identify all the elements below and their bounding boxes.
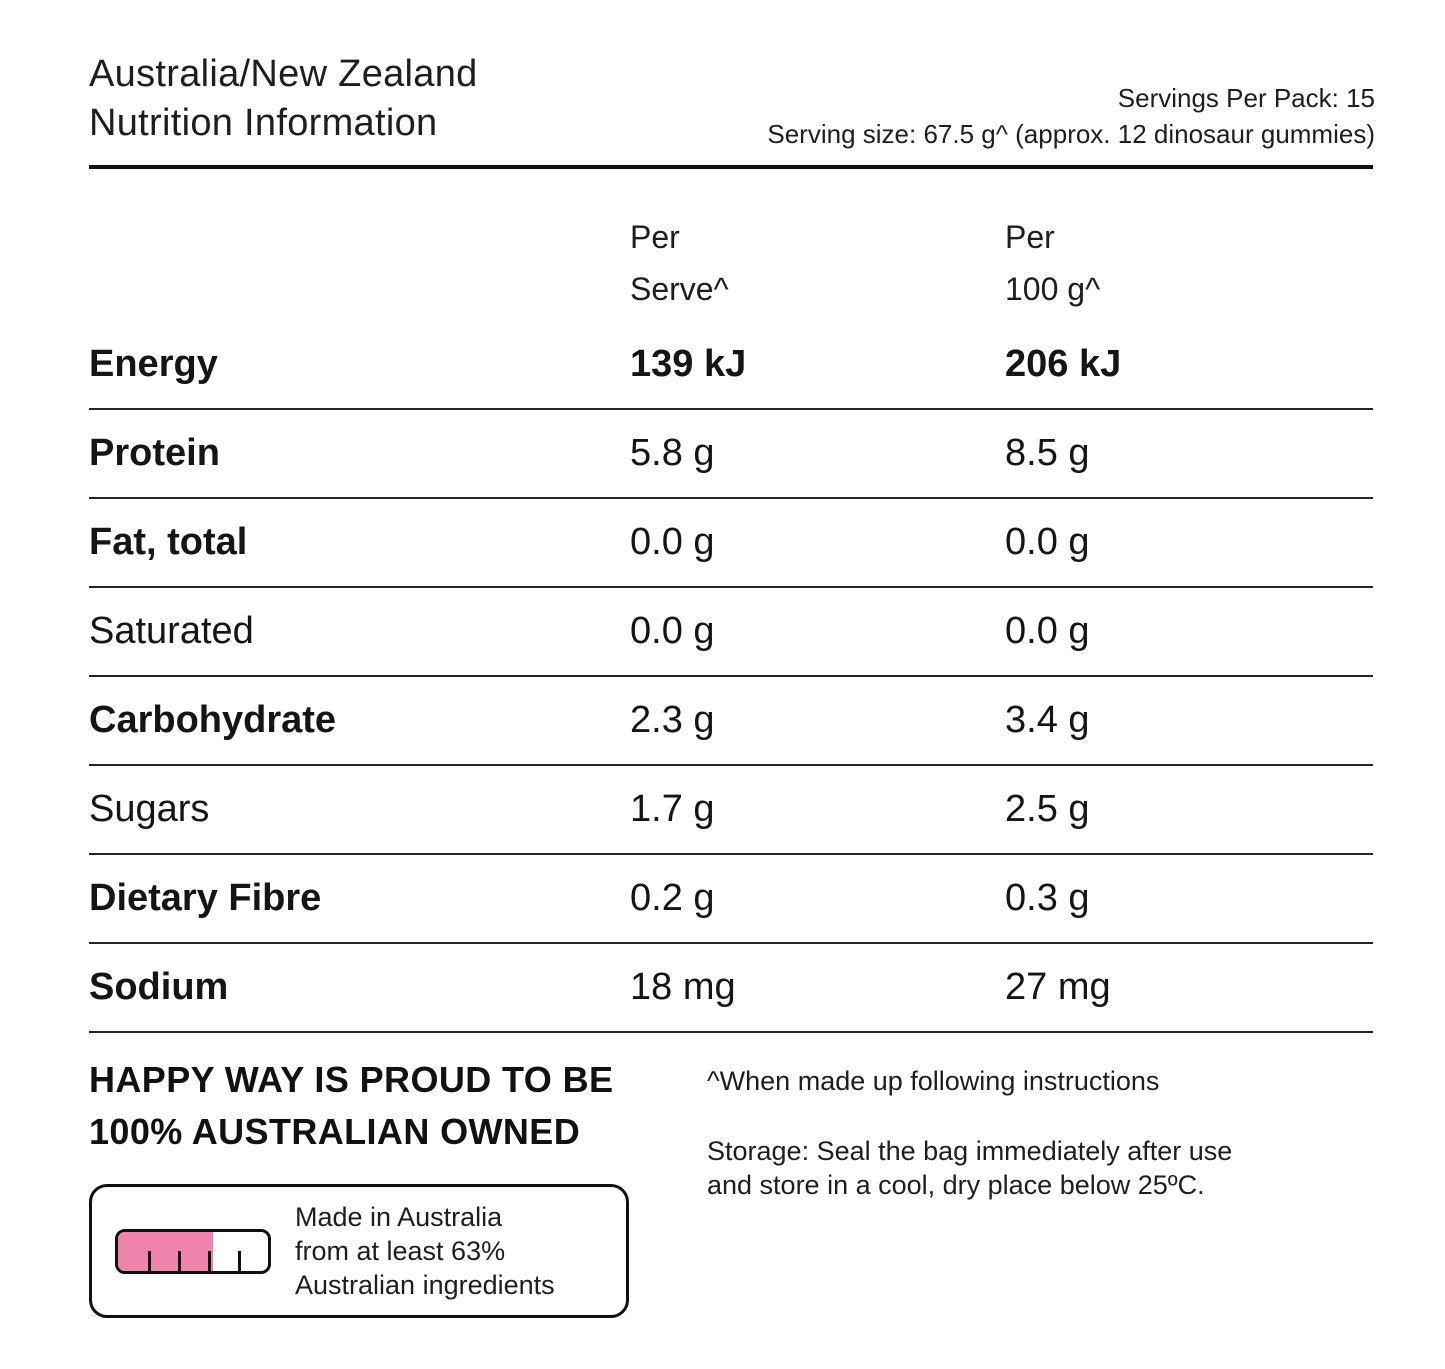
australian-owned-heading: HAPPY WAY IS PROUD TO BE 100% AUSTRALIAN… — [89, 1054, 613, 1158]
row-label: Dietary Fibre — [89, 877, 322, 919]
tick-icon — [148, 1250, 151, 1271]
row-value-per-serve: 1.7 g — [630, 788, 715, 830]
row-value-per-100g: 27 mg — [1005, 966, 1111, 1008]
row-label: Carbohydrate — [89, 699, 337, 741]
row-value-per-100g: 0.0 g — [1005, 521, 1090, 563]
row-value-per-100g: 0.0 g — [1005, 610, 1090, 652]
storage-line-1: Storage: Seal the bag immediately after … — [707, 1136, 1233, 1166]
row-value-per-serve: 18 mg — [630, 966, 736, 1008]
australian-made-meter-icon — [115, 1228, 271, 1274]
storage-instructions: Storage: Seal the bag immediately after … — [707, 1134, 1387, 1202]
row-value-per-100g: 8.5 g — [1005, 432, 1090, 474]
table-row-dietary-fibre: Dietary Fibre 0.2 g 0.3 g — [89, 855, 1373, 944]
per-100g-line-1: Per — [1005, 219, 1055, 255]
row-value-per-serve: 0.0 g — [630, 610, 715, 652]
row-label: Energy — [89, 343, 218, 385]
australian-made-text: Made in Australia from at least 63% Aust… — [295, 1200, 555, 1302]
page-title: Australia/New Zealand Nutrition Informat… — [89, 50, 478, 148]
row-value-per-serve: 0.2 g — [630, 877, 715, 919]
storage-line-2: and store in a cool, dry place below 25º… — [707, 1170, 1205, 1200]
serving-size: Serving size: 67.5 g^ (approx. 12 dinosa… — [767, 119, 1375, 149]
per-100g-line-2: 100 g^ — [1005, 271, 1101, 307]
serving-info: Servings Per Pack: 15 Serving size: 67.5… — [767, 80, 1375, 152]
table-row-carbohydrate: Carbohydrate 2.3 g 3.4 g — [89, 677, 1373, 766]
row-value-per-serve: 139 kJ — [630, 343, 747, 385]
table-row-sodium: Sodium 18 mg 27 mg — [89, 944, 1373, 1033]
column-header-empty — [89, 169, 630, 211]
row-value-per-100g: 3.4 g — [1005, 699, 1090, 741]
bar-fill — [118, 1231, 213, 1271]
row-value-per-serve: 5.8 g — [630, 432, 715, 474]
row-label: Saturated — [89, 610, 254, 652]
made-in-line-3: Australian ingredients — [295, 1270, 555, 1300]
servings-per-pack: Servings Per Pack: 15 — [1117, 83, 1375, 113]
row-value-per-100g: 0.3 g — [1005, 877, 1090, 919]
row-label: Fat, total — [89, 521, 248, 563]
row-value-per-serve: 2.3 g — [630, 699, 715, 741]
row-value-per-100g: 206 kJ — [1005, 343, 1122, 385]
table-header-row: Per Serve^ Per 100 g^ — [89, 169, 1373, 321]
owned-line-2: 100% AUSTRALIAN OWNED — [89, 1111, 581, 1152]
row-value-per-serve: 0.0 g — [630, 521, 715, 563]
australian-made-badge: Made in Australia from at least 63% Aust… — [89, 1184, 629, 1318]
tick-icon — [238, 1250, 241, 1271]
tick-icon — [208, 1250, 211, 1271]
column-header-per-100g: Per 100 g^ — [1005, 169, 1373, 315]
tick-icon — [178, 1250, 181, 1271]
row-label: Sodium — [89, 966, 229, 1008]
header-rule — [89, 165, 1373, 169]
row-label: Sugars — [89, 788, 210, 830]
per-serve-line-1: Per — [630, 219, 680, 255]
made-up-footnote: ^When made up following instructions — [707, 1066, 1160, 1096]
table-row-energy: Energy 139 kJ 206 kJ — [89, 321, 1373, 410]
owned-line-1: HAPPY WAY IS PROUD TO BE — [89, 1059, 614, 1100]
title-line-2: Nutrition Information — [89, 102, 438, 144]
column-header-per-serve: Per Serve^ — [630, 169, 1005, 315]
row-label: Protein — [89, 432, 220, 474]
table-row-fat-total: Fat, total 0.0 g 0.0 g — [89, 499, 1373, 588]
title-line-1: Australia/New Zealand — [89, 53, 478, 95]
table-row-sugars: Sugars 1.7 g 2.5 g — [89, 766, 1373, 855]
per-serve-line-2: Serve^ — [630, 271, 729, 307]
row-value-per-100g: 2.5 g — [1005, 788, 1090, 830]
made-in-line-1: Made in Australia — [295, 1202, 503, 1232]
nutrition-table: Per Serve^ Per 100 g^ Energy 139 kJ 206 … — [89, 169, 1373, 1033]
table-row-saturated: Saturated 0.0 g 0.0 g — [89, 588, 1373, 677]
table-row-protein: Protein 5.8 g 8.5 g — [89, 410, 1373, 499]
bar-ticks — [118, 1232, 268, 1271]
made-in-line-2: from at least 63% — [295, 1236, 506, 1266]
